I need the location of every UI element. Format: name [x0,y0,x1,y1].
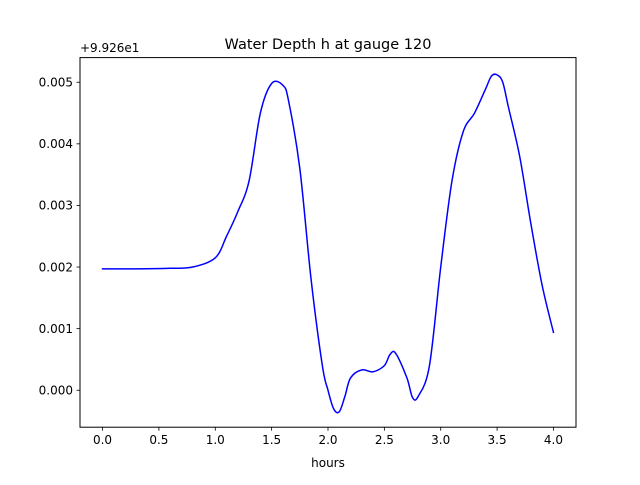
chart-title: Water Depth h at gauge 120 [225,37,432,53]
plot-area [101,73,555,414]
x-tick-label: 0.0 [93,433,112,447]
x-tick-label: 1.5 [262,433,281,447]
x-tick-label: 0.5 [149,433,168,447]
y-tick-label: 0.001 [39,322,73,336]
y-tick-label: 0.005 [39,76,73,90]
x-axis-label: hours [311,456,345,470]
y-axis-offset-label: +9.926e1 [80,41,139,55]
y-tick-label: 0.000 [39,384,73,398]
x-tick-label: 2.0 [318,433,337,447]
x-tick-label: 2.5 [375,433,394,447]
x-axis-ticks: 0.0 0.5 1.0 1.5 2.0 2.5 3.0 3.5 4.0 [93,427,563,447]
y-tick-label: 0.004 [39,137,73,151]
x-tick-label: 1.0 [206,433,225,447]
x-tick-label: 3.5 [488,433,507,447]
y-tick-label: 0.003 [39,199,73,213]
x-tick-label: 3.0 [431,433,450,447]
series-line [101,73,555,414]
x-tick-label: 4.0 [544,433,563,447]
y-tick-label: 0.002 [39,260,73,274]
y-axis-ticks: 0.000 0.001 0.002 0.003 0.004 0.005 [39,76,80,398]
